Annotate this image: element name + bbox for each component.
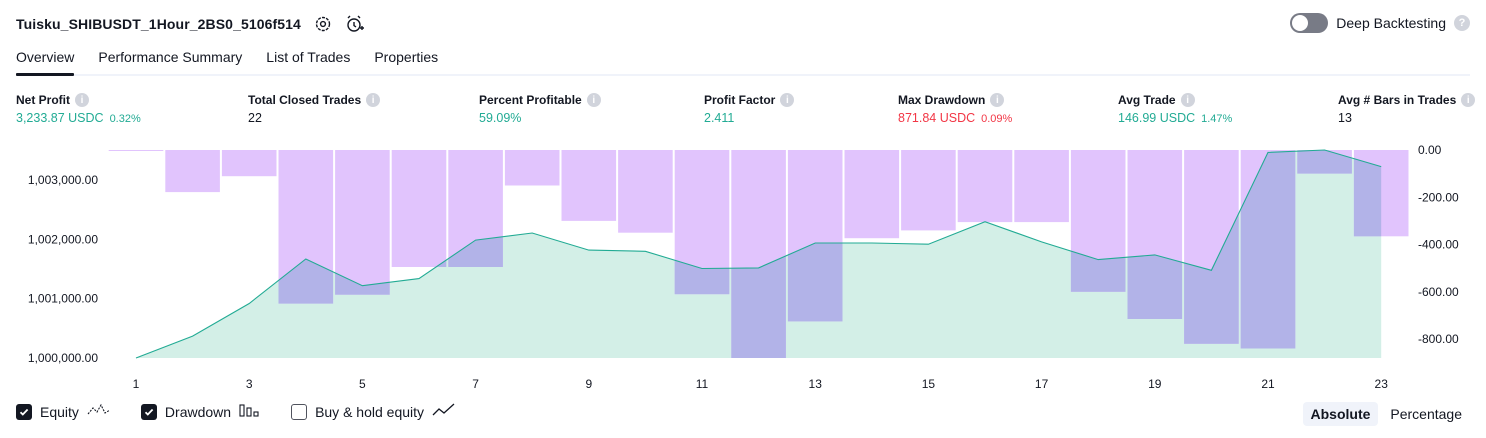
drawdown-bar — [562, 150, 617, 221]
drawdown-bar — [165, 150, 220, 192]
drawdown-bar — [222, 150, 277, 176]
x-axis-label: 21 — [1261, 377, 1275, 391]
x-axis-label: 5 — [359, 377, 366, 391]
header: Tuisku_SHIBUSDT_1Hour_2BS0_5106f514 — [16, 12, 365, 36]
stat-avg-bars-in-trades: Avg # Bars in Trades i 13 — [1338, 93, 1475, 125]
stat-percent: 0.09% — [981, 113, 1012, 125]
display-mode: Absolute Percentage — [1303, 402, 1471, 426]
stat-value: 59.09% — [479, 111, 521, 125]
tab-overview[interactable]: Overview — [16, 44, 74, 74]
stat-net-profit: Net Profit i 3,233.87 USDC 0.32% — [16, 93, 141, 125]
right-axis-label: -400.00 — [1418, 238, 1459, 252]
legend-drawdown-label: Drawdown — [165, 404, 231, 420]
info-icon[interactable]: i — [1181, 93, 1195, 107]
x-axis-label: 17 — [1035, 377, 1049, 391]
info-icon[interactable]: i — [366, 93, 380, 107]
stat-profit-factor: Profit Factor i 2.411 — [704, 93, 794, 125]
tab-properties[interactable]: Properties — [374, 44, 438, 74]
legend-equity-label: Equity — [40, 404, 79, 420]
stat-percent-profitable: Percent Profitable i 59.09% — [479, 93, 601, 125]
x-axis-label: 13 — [809, 377, 823, 391]
drawdown-bar — [505, 150, 560, 186]
stat-value: 146.99 USDC — [1118, 111, 1195, 125]
deep-backtesting-label: Deep Backtesting — [1336, 15, 1446, 31]
legend-buy-hold-label: Buy & hold equity — [315, 404, 424, 420]
drawdown-bar — [901, 150, 956, 230]
drawdown-bar — [618, 150, 673, 233]
left-axis-label: 1,000,000.00 — [28, 351, 98, 365]
stat-label: Net Profit — [16, 93, 70, 107]
stat-label: Avg Trade — [1118, 93, 1176, 107]
stat-value: 2.411 — [704, 111, 734, 125]
percentage-button[interactable]: Percentage — [1382, 402, 1470, 426]
stat-percent: 0.32% — [110, 113, 141, 125]
gear-icon[interactable] — [313, 14, 333, 34]
stat-value: 3,233.87 USDC — [16, 111, 104, 125]
buy-hold-checkbox[interactable] — [291, 404, 307, 420]
tab-performance-summary[interactable]: Performance Summary — [98, 44, 242, 74]
left-axis-label: 1,003,000.00 — [28, 173, 98, 187]
stat-value: 13 — [1338, 111, 1352, 125]
stat-max-drawdown: Max Drawdown i 871.84 USDC 0.09% — [898, 93, 1012, 125]
right-axis-label: -600.00 — [1418, 285, 1459, 299]
info-icon[interactable]: i — [75, 93, 89, 107]
legend-equity[interactable]: Equity — [16, 403, 111, 420]
absolute-button[interactable]: Absolute — [1303, 402, 1379, 426]
equity-checkbox[interactable] — [16, 404, 32, 420]
stat-label: Max Drawdown — [898, 93, 985, 107]
x-axis-label: 11 — [696, 377, 709, 391]
stat-avg-trade: Avg Trade i 146.99 USDC 1.47% — [1118, 93, 1232, 125]
equity-drawdown-chart: 1,000,000.00 1,001,000.00 1,002,000.00 1,00… — [0, 140, 1486, 400]
right-axis-label: -800.00 — [1418, 332, 1459, 346]
right-axis-label: -200.00 — [1418, 190, 1459, 204]
deep-backtesting-toggle[interactable] — [1290, 13, 1328, 33]
drawdown-bar — [958, 150, 1013, 222]
x-axis-label: 23 — [1375, 377, 1389, 391]
stat-label: Profit Factor — [704, 93, 775, 107]
right-axis-label: 0.00 — [1418, 143, 1442, 157]
drawdown-bar — [335, 150, 390, 295]
info-icon[interactable]: i — [990, 93, 1004, 107]
x-axis-label: 7 — [472, 377, 479, 391]
x-axis-label: 3 — [246, 377, 253, 391]
buy-hold-line-icon — [432, 403, 456, 420]
drawdown-bars-icon — [239, 403, 261, 420]
strategy-title: Tuisku_SHIBUSDT_1Hour_2BS0_5106f514 — [16, 16, 301, 32]
drawdown-bar — [109, 150, 164, 151]
stat-percent: 1.47% — [1201, 113, 1232, 125]
drawdown-bar — [392, 150, 447, 267]
tab-bar: Overview Performance Summary List of Tra… — [16, 44, 1470, 76]
stat-value: 871.84 USDC — [898, 111, 975, 125]
x-axis-label: 15 — [922, 377, 936, 391]
info-icon[interactable]: i — [587, 93, 601, 107]
stat-total-closed-trades: Total Closed Trades i 22 — [248, 93, 380, 125]
stat-label: Percent Profitable — [479, 93, 582, 107]
question-icon[interactable]: ? — [1454, 15, 1470, 31]
toggle-knob — [1292, 15, 1308, 31]
stats-row: Net Profit i 3,233.87 USDC 0.32% Total Clo… — [0, 93, 1486, 133]
stat-value: 22 — [248, 111, 262, 125]
left-axis-label: 1,001,000.00 — [28, 292, 98, 306]
drawdown-checkbox[interactable] — [141, 404, 157, 420]
info-icon[interactable]: i — [1461, 93, 1475, 107]
legend-buy-hold[interactable]: Buy & hold equity — [291, 403, 456, 420]
stat-label: Avg # Bars in Trades — [1338, 93, 1456, 107]
drawdown-bar — [1014, 150, 1069, 222]
drawdown-bar — [845, 150, 900, 238]
legend-drawdown[interactable]: Drawdown — [141, 403, 261, 420]
alarm-clock-add-icon[interactable] — [345, 14, 365, 34]
stat-label: Total Closed Trades — [248, 93, 361, 107]
equity-line-icon — [87, 403, 111, 420]
x-axis-label: 19 — [1148, 377, 1162, 391]
x-axis-label: 1 — [133, 377, 140, 391]
deep-backtesting: Deep Backtesting ? — [1290, 13, 1470, 33]
tab-list-of-trades[interactable]: List of Trades — [266, 44, 350, 74]
info-icon[interactable]: i — [780, 93, 794, 107]
x-axis-label: 9 — [585, 377, 592, 391]
chart-legend: Equity Drawdown Buy & hold equity — [16, 403, 486, 420]
left-axis-label: 1,002,000.00 — [28, 233, 98, 247]
